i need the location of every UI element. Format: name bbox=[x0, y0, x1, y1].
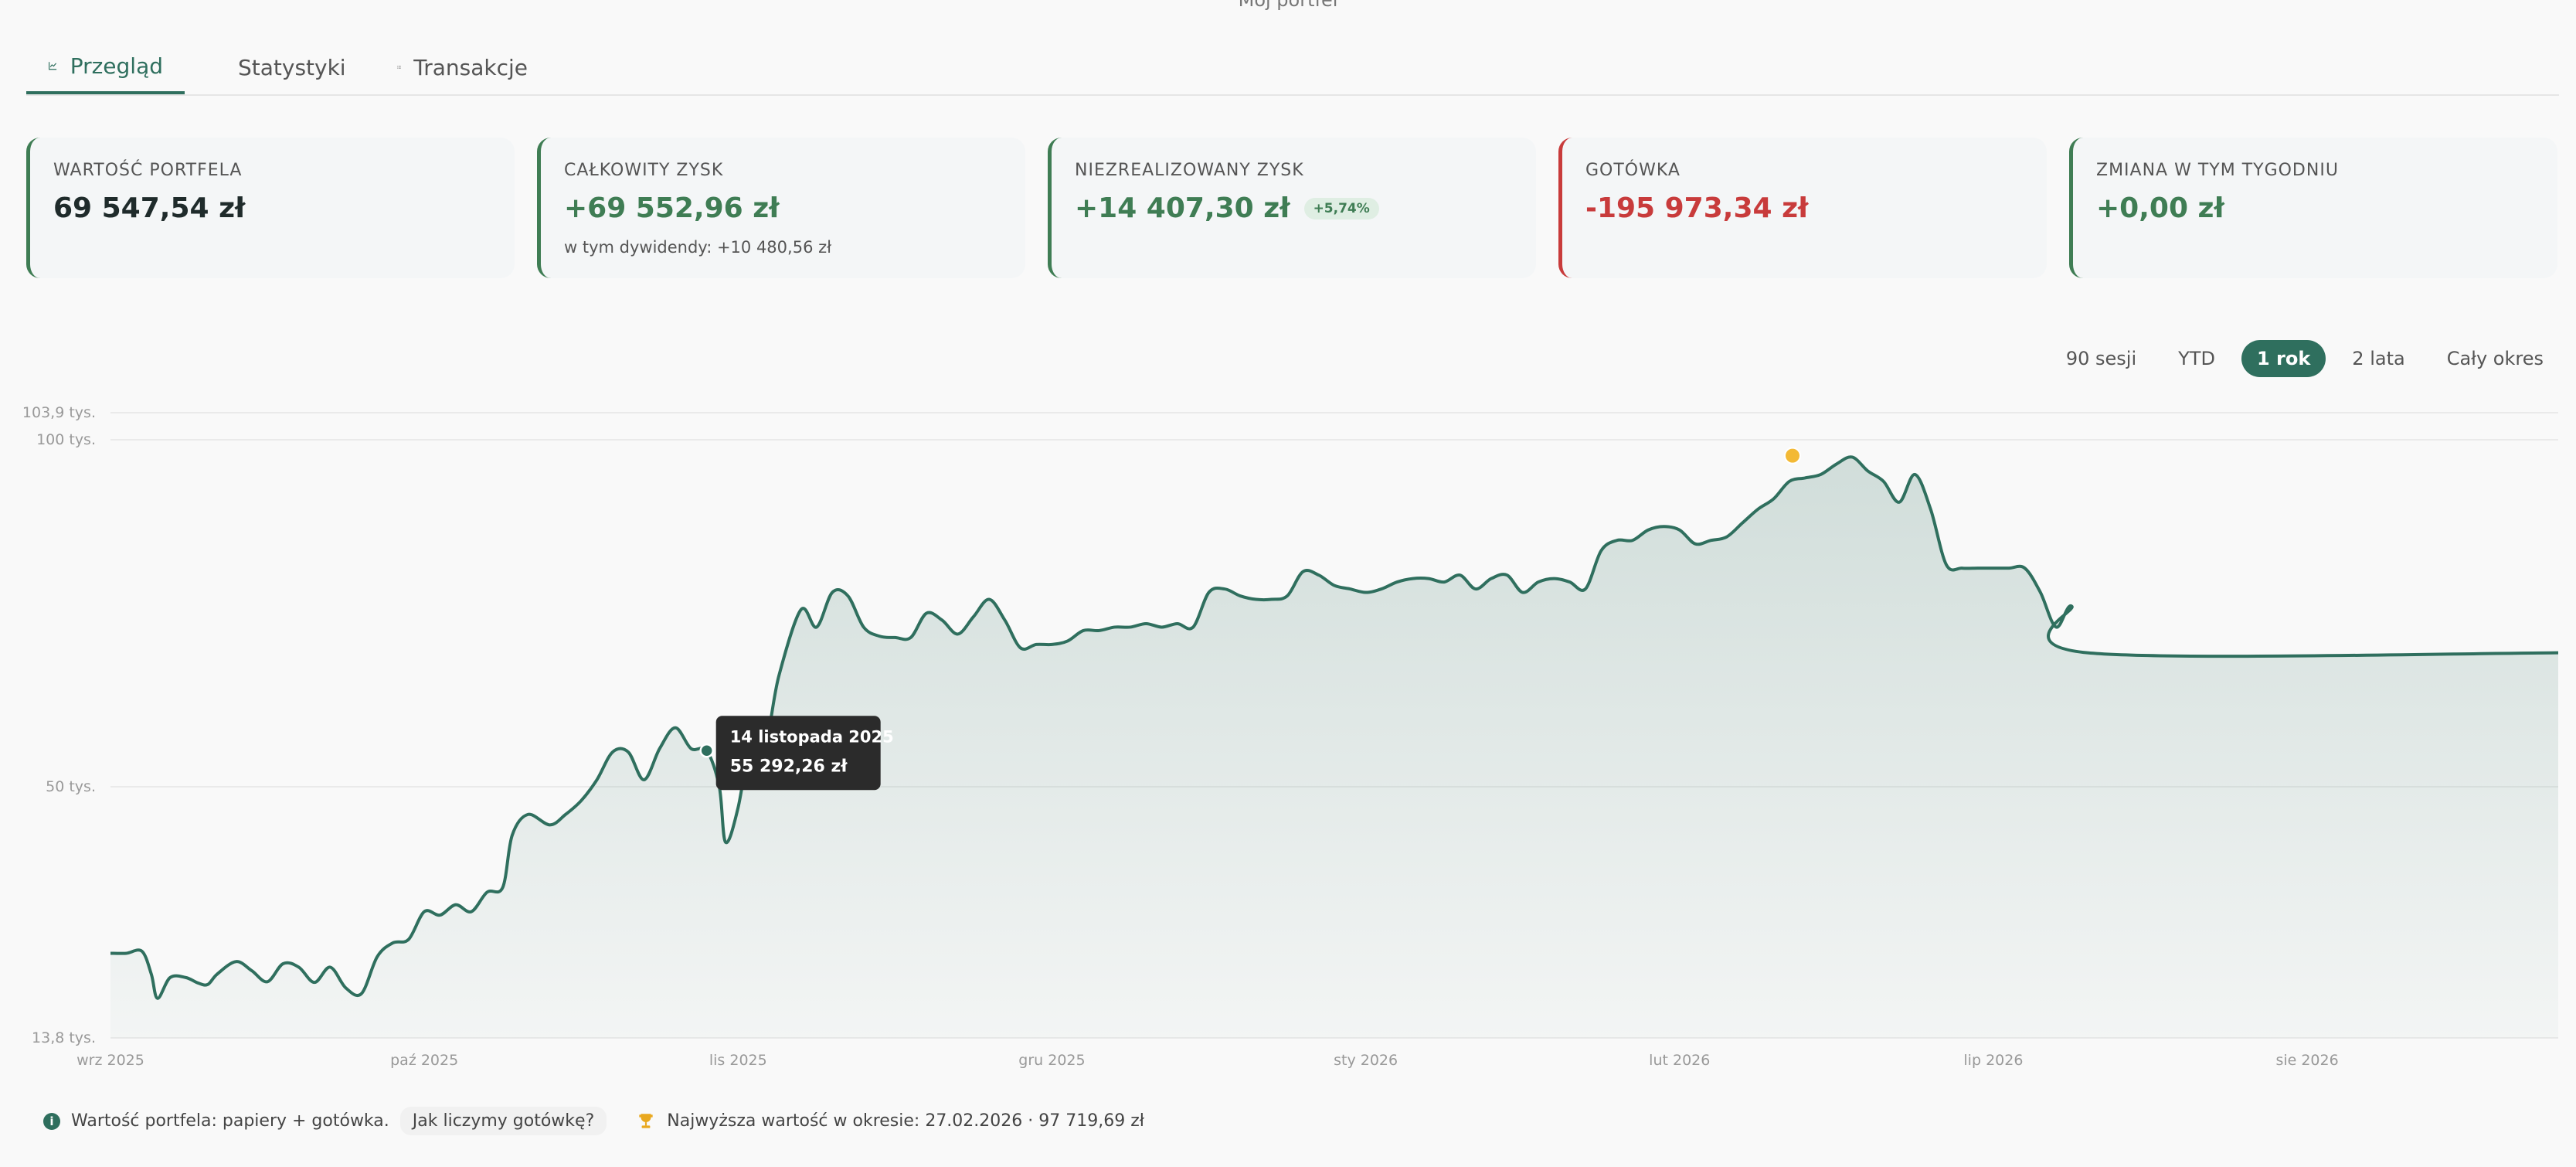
x-tick-label: wrz 2025 bbox=[76, 1052, 144, 1069]
y-tick-label: 100 tys. bbox=[36, 431, 96, 448]
range-all[interactable]: Cały okres bbox=[2446, 348, 2544, 369]
x-tick-label: gru 2025 bbox=[1018, 1052, 1085, 1069]
x-tick-label: lip 2026 bbox=[1963, 1052, 2023, 1069]
y-tick-label: 103,9 tys. bbox=[22, 404, 96, 421]
x-tick-label: paź 2025 bbox=[390, 1052, 458, 1069]
area-fill bbox=[110, 457, 2558, 1038]
tab-statistics[interactable]: Statystyki bbox=[204, 40, 359, 94]
cash-explainer-link[interactable]: Jak liczymy gotówkę? bbox=[399, 1107, 607, 1135]
peak-note: Najwyższa wartość w okresie: 27.02.2026 … bbox=[636, 1111, 1144, 1131]
card-weekly-change: ZMIANA W TYM TYGODNIU +0,00 zł bbox=[2069, 138, 2557, 278]
card-label: WARTOŚĆ PORTFELA bbox=[53, 161, 243, 180]
peak-text: Najwyższa wartość w okresie: 27.02.2026 … bbox=[667, 1111, 1145, 1131]
x-tick-label: lis 2025 bbox=[709, 1052, 767, 1069]
card-value: -195 973,34 zł bbox=[1585, 192, 1809, 224]
card-value: 69 547,54 zł bbox=[53, 192, 246, 224]
hover-point bbox=[699, 743, 714, 758]
card-label: GOTÓWKA bbox=[1585, 161, 1681, 180]
card-value: +0,00 zł bbox=[2096, 192, 2224, 224]
tab-transactions-label: Transakcje bbox=[413, 54, 528, 80]
y-tick-label: 50 tys. bbox=[46, 778, 96, 795]
chart-footer: i Wartość portfela: papiery + gotówka. J… bbox=[43, 1107, 1144, 1135]
info-icon: i bbox=[43, 1112, 60, 1130]
x-tick-label: sty 2026 bbox=[1334, 1052, 1398, 1069]
tab-statistics-label: Statystyki bbox=[238, 54, 346, 80]
y-tick-label: 13,8 tys. bbox=[32, 1029, 96, 1046]
card-portfolio-value: WARTOŚĆ PORTFELA 69 547,54 zł bbox=[26, 138, 515, 278]
list-icon bbox=[397, 66, 401, 69]
portfolio-value-chart[interactable]: 103,9 tys. 100 tys. 50 tys. 13,8 tys. wrz 20… bbox=[0, 396, 2576, 1091]
tooltip-box bbox=[715, 716, 881, 791]
percent-badge: +5,74% bbox=[1303, 197, 1379, 219]
tab-overview-label: Przegląd bbox=[70, 53, 163, 79]
range-1-year[interactable]: 1 rok bbox=[2241, 340, 2326, 377]
x-tick-label: lut 2026 bbox=[1649, 1052, 1710, 1069]
tooltip-date: 14 listopada 2025 bbox=[730, 727, 894, 746]
trophy-icon bbox=[639, 1113, 653, 1128]
series-line bbox=[110, 455, 2559, 1000]
range-selector: 90 sesji YTD 1 rok 2 lata Cały okres bbox=[2051, 340, 2559, 377]
peak-marker bbox=[1783, 447, 1801, 464]
card-cash: GOTÓWKA -195 973,34 zł bbox=[1558, 138, 2047, 278]
card-value: +69 552,96 zł bbox=[564, 192, 780, 224]
range-90-sessions[interactable]: 90 sesji bbox=[2065, 348, 2137, 369]
composition-text: Wartość portfela: papiery + gotówka. bbox=[71, 1111, 389, 1131]
page-title-cut: Mój portfel bbox=[1238, 0, 1338, 11]
card-dividends-note: w tym dywidendy: +10 480,56 zł bbox=[564, 238, 832, 257]
card-value: +14 407,30 zł bbox=[1075, 192, 1290, 224]
x-tick-label: sie 2026 bbox=[2275, 1052, 2338, 1069]
range-ytd[interactable]: YTD bbox=[2178, 348, 2215, 369]
tab-bar: Przegląd Statystyki Transakcje bbox=[26, 40, 2559, 96]
range-2-years[interactable]: 2 lata bbox=[2352, 348, 2405, 369]
card-label: NIEZREALIZOWANY ZYSK bbox=[1075, 161, 1304, 180]
card-unrealized-profit: NIEZREALIZOWANY ZYSK +14 407,30 zł +5,74… bbox=[1048, 138, 1536, 278]
tooltip-value: 55 292,26 zł bbox=[730, 757, 848, 776]
tab-transactions[interactable]: Transakcje bbox=[376, 40, 549, 94]
card-label: CAŁKOWITY ZYSK bbox=[564, 161, 724, 180]
card-total-profit: CAŁKOWITY ZYSK +69 552,96 zł w tym dywid… bbox=[537, 138, 1025, 278]
line-chart-icon bbox=[49, 62, 57, 70]
tab-overview[interactable]: Przegląd bbox=[26, 40, 185, 94]
composition-note: i Wartość portfela: papiery + gotówka. J… bbox=[43, 1107, 607, 1135]
card-value-row: +14 407,30 zł +5,74% bbox=[1075, 192, 1513, 224]
card-label: ZMIANA W TYM TYGODNIU bbox=[2096, 161, 2339, 180]
